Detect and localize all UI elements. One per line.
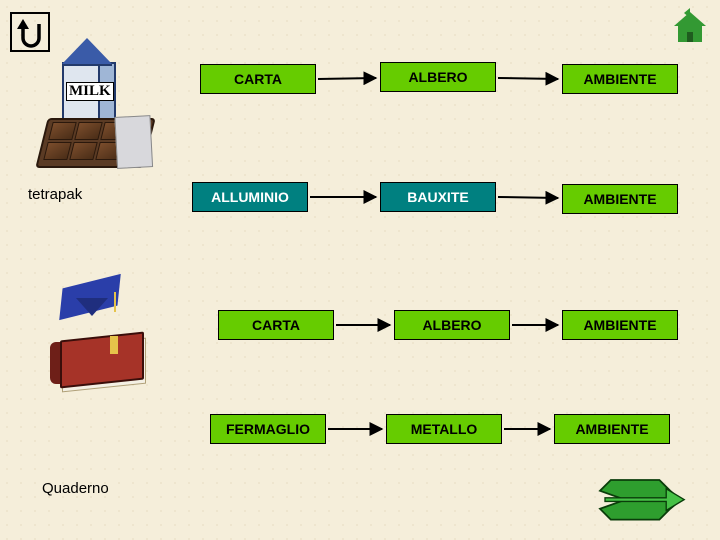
item-label-tetrapak: tetrapak [28, 186, 82, 203]
box-r1-source: ALBERO [380, 62, 496, 92]
u-turn-button[interactable] [10, 12, 50, 52]
u-turn-icon [12, 14, 52, 54]
box-r1-material: CARTA [200, 64, 316, 94]
book-graphic [50, 330, 148, 388]
home-icon[interactable] [670, 6, 710, 46]
box-r3-origin: AMBIENTE [562, 310, 678, 340]
box-r3-material: CARTA [218, 310, 334, 340]
box-r4-source: METALLO [386, 414, 502, 444]
box-r4-origin: AMBIENTE [554, 414, 670, 444]
next-arrow-button[interactable] [600, 480, 684, 520]
box-r2-source: BAUXITE [380, 182, 496, 212]
box-r2-origin: AMBIENTE [562, 184, 678, 214]
chocolate-bar-graphic [36, 118, 151, 164]
box-r1-origin: AMBIENTE [562, 64, 678, 94]
box-r4-material: FERMAGLIO [210, 414, 326, 444]
item-label-quaderno: Quaderno [42, 480, 109, 497]
graduation-cap-graphic [60, 282, 120, 326]
box-r2-material: ALLUMINIO [192, 182, 308, 212]
box-r3-source: ALBERO [394, 310, 510, 340]
milk-carton-graphic: MILK [62, 38, 112, 130]
